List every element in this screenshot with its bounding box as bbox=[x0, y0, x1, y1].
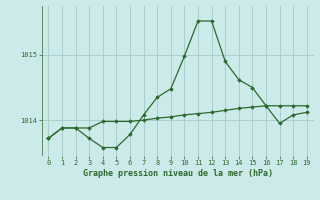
X-axis label: Graphe pression niveau de la mer (hPa): Graphe pression niveau de la mer (hPa) bbox=[83, 169, 273, 178]
